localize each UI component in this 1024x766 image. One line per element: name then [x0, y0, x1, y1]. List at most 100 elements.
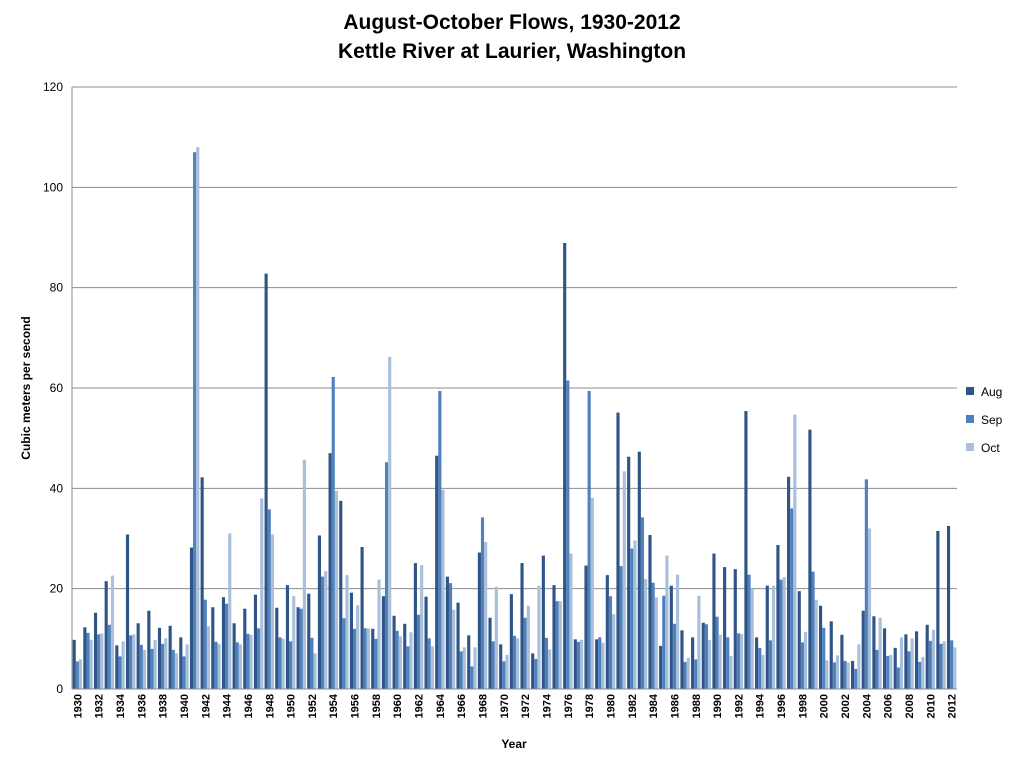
bar-aug-1941 — [189, 547, 194, 689]
bar-oct-1966 — [462, 647, 466, 689]
bar-oct-1973 — [537, 585, 541, 689]
bar-aug-1985 — [659, 645, 663, 689]
bar-oct-1974 — [548, 649, 552, 689]
bar-aug-2002 — [840, 634, 844, 689]
bar-aug-1959 — [381, 596, 385, 689]
bar-sep-1957 — [363, 628, 367, 689]
bar-aug-1969 — [488, 617, 492, 689]
bar-oct-2008 — [910, 638, 914, 689]
bar-sep-1962 — [416, 614, 421, 689]
bar-sep-1940 — [182, 656, 186, 689]
x-tick-label: 1938 — [158, 694, 170, 718]
x-tick-label: 1952 — [307, 694, 319, 718]
bar-oct-1971 — [516, 638, 520, 689]
x-tick-label: 1998 — [797, 694, 809, 718]
bar-oct-1937 — [153, 639, 157, 689]
bar-sep-1952 — [310, 637, 314, 689]
bar-sep-1978 — [587, 391, 591, 689]
bar-sep-1971 — [512, 635, 517, 689]
bar-oct-2010 — [931, 629, 936, 689]
bar-aug-1936 — [136, 623, 140, 689]
bar-sep-1964 — [438, 391, 442, 689]
bar-aug-1967 — [467, 635, 471, 689]
bar-sep-1938 — [161, 643, 165, 689]
bar-aug-1953 — [317, 535, 322, 689]
bar-aug-2012 — [946, 525, 951, 689]
y-tick-label: 100 — [43, 180, 63, 194]
bar-oct-1941 — [196, 147, 200, 689]
x-tick-label: 1968 — [478, 694, 490, 718]
bar-aug-1934 — [115, 645, 119, 689]
bar-sep-1995 — [768, 640, 772, 689]
bar-sep-1937 — [150, 648, 154, 689]
bar-aug-1952 — [307, 593, 311, 689]
bar-oct-1933 — [110, 575, 115, 689]
bar-oct-2012 — [953, 647, 957, 689]
bar-aug-1989 — [701, 622, 705, 689]
y-tick-label: 120 — [43, 80, 63, 94]
bar-sep-1973 — [534, 658, 538, 689]
x-tick-label: 1940 — [179, 694, 191, 718]
bar-oct-2003 — [857, 644, 861, 689]
bar-oct-1977 — [580, 639, 584, 689]
bar-oct-1936 — [142, 649, 147, 689]
x-tick-label: 1934 — [115, 693, 127, 718]
bar-oct-1954 — [334, 490, 338, 689]
x-tick-label: 1930 — [72, 694, 84, 718]
bar-aug-1949 — [275, 607, 279, 689]
bar-sep-1989 — [704, 624, 708, 689]
x-tick-label: 1992 — [733, 694, 745, 718]
bar-aug-1993 — [744, 411, 748, 689]
bar-aug-2009 — [914, 631, 919, 689]
bar-oct-1997 — [793, 414, 797, 689]
bar-sep-1980 — [608, 596, 613, 689]
bar-oct-1994 — [761, 654, 765, 689]
bar-aug-1962 — [413, 563, 417, 689]
bar-sep-2004 — [864, 479, 868, 689]
x-tick-label: 1956 — [350, 694, 362, 718]
bar-sep-1946 — [246, 633, 250, 689]
bar-oct-1935 — [132, 634, 136, 689]
bar-aug-1940 — [179, 637, 183, 689]
bar-aug-1965 — [445, 576, 449, 689]
bar-sep-2011 — [939, 643, 943, 689]
bar-oct-2001 — [835, 655, 840, 689]
bar-aug-1981 — [616, 412, 620, 689]
bar-sep-1975 — [555, 601, 559, 689]
x-tick-label: 1960 — [392, 694, 404, 718]
bar-aug-1951 — [296, 607, 300, 689]
bar-sep-2006 — [886, 655, 890, 689]
bar-oct-1982 — [633, 540, 637, 689]
x-tick-label: 2008 — [904, 694, 916, 718]
bar-aug-2011 — [936, 530, 940, 689]
bar-sep-2010 — [928, 640, 932, 689]
bar-aug-1992 — [733, 569, 737, 689]
bar-sep-2002 — [843, 660, 847, 689]
x-tick-label: 1950 — [286, 694, 298, 718]
bar-sep-2007 — [896, 667, 900, 689]
bar-sep-1947 — [257, 628, 261, 689]
bar-sep-1974 — [544, 637, 549, 689]
axes — [71, 87, 957, 690]
bar-aug-1998 — [797, 591, 801, 689]
bar-sep-1996 — [779, 579, 783, 689]
x-tick-label: 2006 — [883, 694, 895, 718]
bar-sep-1942 — [203, 599, 207, 689]
bar-sep-1991 — [726, 637, 730, 689]
bar-oct-1942 — [206, 626, 210, 689]
bar-sep-2008 — [907, 651, 911, 690]
bar-aug-1987 — [680, 630, 684, 689]
bar-aug-2007 — [893, 647, 897, 689]
bar-sep-1992 — [736, 633, 740, 689]
bar-aug-1966 — [456, 602, 460, 689]
bar-aug-1973 — [531, 653, 535, 689]
x-tick-label: 1948 — [264, 694, 276, 718]
gridlines — [72, 86, 957, 590]
x-tick-label: 2010 — [925, 694, 937, 718]
bar-oct-1996 — [782, 577, 786, 689]
bar-oct-1955 — [345, 575, 349, 689]
bar-oct-1957 — [366, 628, 370, 689]
legend-label-sep: Sep — [981, 413, 1003, 427]
bar-aug-1946 — [243, 608, 247, 689]
bar-oct-1993 — [750, 588, 754, 689]
